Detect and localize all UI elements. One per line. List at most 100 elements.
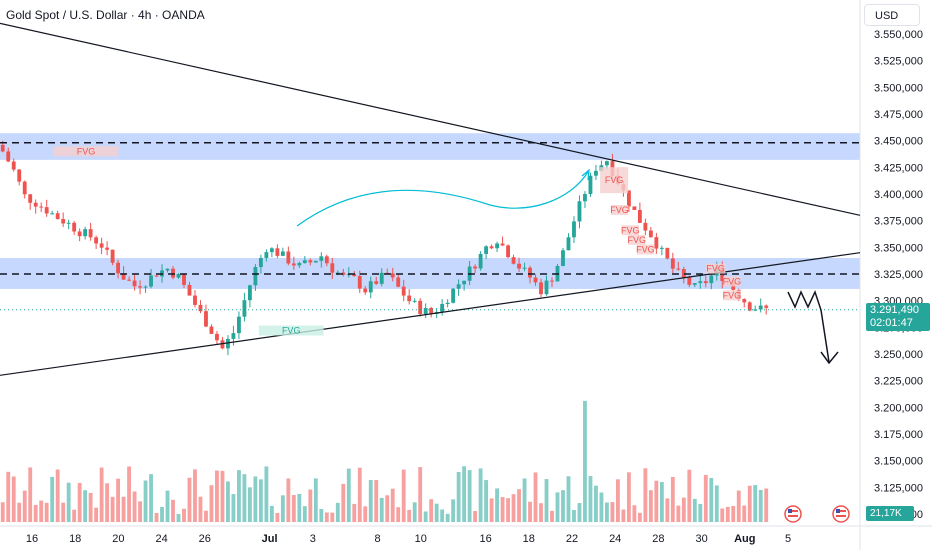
price-tick-label: 3.350,000 (874, 242, 923, 254)
volume-bar (692, 498, 697, 522)
candle-body (330, 263, 335, 273)
volume-bar (121, 496, 126, 522)
candle-body (66, 222, 71, 224)
fvg-box (723, 276, 741, 287)
volume-bar (654, 480, 659, 522)
volume-bar (440, 509, 445, 522)
fvg-box (705, 263, 726, 274)
fvg-box (258, 325, 324, 336)
volume-bar (390, 488, 395, 522)
candle-body (363, 288, 368, 293)
candle-body (165, 268, 170, 271)
candle-body (269, 248, 274, 253)
candle-body (258, 257, 263, 268)
fvg-box (628, 234, 646, 245)
volume-bar (670, 476, 675, 522)
candle-body (544, 280, 549, 295)
volume-bar (506, 498, 510, 522)
flag-stripe (788, 510, 798, 512)
time-tick-label: 30 (695, 533, 707, 545)
price-tick-label: 3.325,000 (874, 269, 923, 281)
volume-bar (66, 482, 71, 522)
horizontal-levels (0, 142, 860, 311)
volume-bar (319, 508, 324, 522)
candle-body (626, 190, 631, 207)
volume-bar (401, 469, 406, 522)
price-axis[interactable]: 3.550,000 3.525,000 3.500,000 3.475,000 3.45… (874, 29, 923, 521)
volume-bar (522, 478, 527, 522)
candle-body (747, 302, 752, 311)
volume-bar (226, 481, 230, 522)
time-tick-label: 26 (199, 533, 211, 545)
price-tick-label: 3.450,000 (874, 136, 923, 148)
candle-body (550, 280, 554, 282)
volume-bar (511, 494, 516, 522)
volume-bar (753, 485, 758, 522)
candle-body (681, 269, 686, 278)
candle-body (506, 245, 510, 258)
trendlines (0, 22, 861, 376)
volume-bar (709, 477, 714, 522)
volume-bar (11, 476, 16, 522)
candle-body (665, 247, 670, 259)
candle-body (489, 246, 494, 249)
fvg-label: FVG (723, 290, 742, 300)
volume-bar (176, 513, 181, 522)
candle-body (17, 169, 22, 182)
volume-bar (83, 490, 88, 522)
candle-body (50, 213, 55, 215)
candle-body (0, 144, 5, 152)
volume-bar (346, 468, 351, 522)
bearish-projection (787, 289, 830, 363)
candle-body (291, 263, 296, 266)
candle-body (583, 193, 587, 202)
volume-bar (357, 467, 362, 522)
candle-body (632, 206, 637, 210)
symbol-title[interactable]: Gold Spot / U.S. Dollar · 4h · OANDA (6, 8, 205, 22)
candle-body (407, 295, 412, 302)
volume-bar (352, 503, 357, 522)
volume-bar (714, 485, 719, 522)
candle-body (429, 307, 434, 314)
candle-body (676, 268, 681, 270)
volume-bar (231, 494, 236, 522)
time-tick-label: 8 (375, 533, 381, 545)
candle-body (88, 229, 93, 238)
candle-body (231, 333, 236, 339)
candle-body (742, 299, 747, 303)
candle-body (99, 243, 104, 248)
flag-stripe (788, 515, 798, 517)
volume-bar (187, 477, 192, 522)
volume-bar (237, 470, 241, 522)
volume-bar (758, 489, 763, 522)
volume-bar (528, 501, 532, 522)
volume-bar (412, 502, 417, 522)
volume-bar (605, 502, 609, 522)
candle-body (6, 151, 11, 162)
candle-body (149, 275, 153, 287)
volume-bar (368, 480, 373, 522)
volume-bar (451, 499, 456, 522)
candle-body (357, 276, 362, 289)
currency-button[interactable]: USD (864, 4, 920, 26)
candle-body (215, 333, 219, 341)
candle-body (61, 219, 66, 224)
volume-bar (297, 493, 302, 522)
volume-bar (659, 482, 664, 522)
event-flags[interactable] (784, 505, 850, 523)
volume-bar (363, 506, 368, 522)
candle-body (456, 284, 461, 289)
candle-body (412, 300, 417, 302)
price-tick-label: 3.125,000 (874, 482, 923, 494)
curve-arrow-head (581, 168, 590, 181)
volume-bar (572, 509, 576, 522)
candle-body (11, 161, 16, 170)
volume-bar (418, 467, 423, 522)
candle-body (500, 243, 505, 246)
bar-countdown: 02:01:47 (870, 317, 913, 329)
candle-body (110, 249, 115, 263)
volume-bar (456, 472, 461, 522)
volume-bar (495, 488, 500, 522)
time-axis[interactable]: 16 18 20 24 26 Jul 3 8 10 16 18 22 24 28 30 Aug 5 (26, 533, 791, 545)
